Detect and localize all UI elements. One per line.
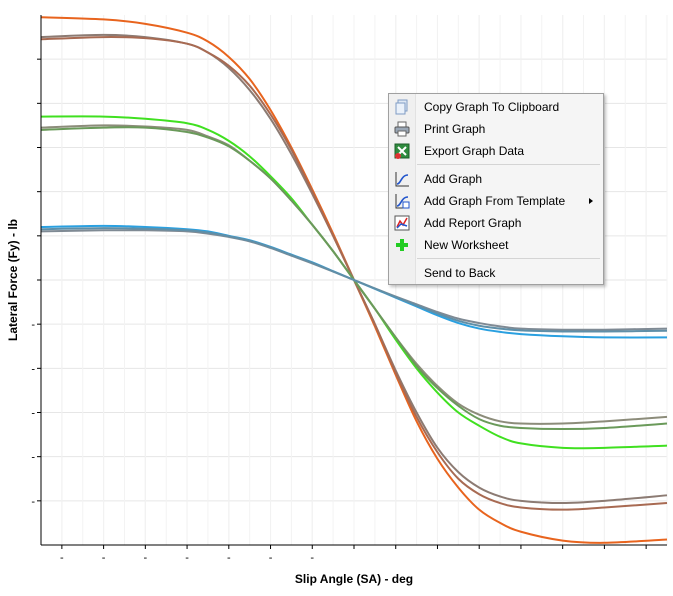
- report-graph-icon: [394, 215, 410, 231]
- y-tick-label: -: [31, 363, 35, 375]
- context-menu: Copy Graph To Clipboard Print Graph Expo…: [388, 93, 604, 285]
- x-axis-title: Slip Angle (SA) - deg: [295, 572, 413, 586]
- menu-item-send-to-back[interactable]: Send to Back: [389, 262, 603, 284]
- menu-item-copy-graph[interactable]: Copy Graph To Clipboard: [389, 96, 603, 118]
- menu-item-label: New Worksheet: [424, 238, 509, 252]
- menu-item-label: Add Graph From Template: [424, 194, 566, 208]
- series-group: [40, 16, 668, 544]
- x-tick-label: -: [185, 552, 189, 564]
- menu-item-label: Send to Back: [424, 266, 496, 280]
- menu-item-label: Print Graph: [424, 122, 486, 136]
- y-tick-label: -: [31, 408, 35, 420]
- y-tick-label: -: [31, 319, 35, 331]
- x-tick-label: -: [143, 552, 147, 564]
- menu-item-print-graph[interactable]: Print Graph: [389, 118, 603, 140]
- menu-item-new-worksheet[interactable]: New Worksheet: [389, 234, 603, 256]
- y-axis-title: Lateral Force (Fy) - lb: [6, 219, 20, 341]
- menu-item-add-graph[interactable]: Add Graph: [389, 168, 603, 190]
- printer-icon: [394, 121, 410, 137]
- menu-item-add-graph-template[interactable]: Add Graph From Template: [389, 190, 603, 212]
- menu-separator: [417, 258, 600, 259]
- x-tick-label: -: [310, 552, 314, 564]
- menu-item-add-report-graph[interactable]: Add Report Graph: [389, 212, 603, 234]
- submenu-arrow-icon: [589, 198, 593, 204]
- graph-icon: [395, 172, 409, 187]
- graph-template-icon: [395, 194, 410, 209]
- x-tick-label: -: [227, 552, 231, 564]
- plus-icon: [396, 239, 408, 251]
- menu-item-label: Copy Graph To Clipboard: [424, 100, 560, 114]
- menu-item-label: Add Report Graph: [424, 216, 522, 230]
- excel-export-icon: [394, 143, 410, 159]
- menu-item-export-data[interactable]: Export Graph Data: [389, 140, 603, 162]
- menu-item-label: Export Graph Data: [424, 144, 525, 158]
- menu-item-label: Add Graph: [424, 172, 483, 186]
- x-tick-label: -: [60, 552, 64, 564]
- series-line-9: [40, 227, 668, 333]
- ticks: - - - - - - - - - - - -: [31, 58, 647, 564]
- x-tick-label: -: [102, 552, 106, 564]
- copy-icon: [395, 99, 408, 115]
- menu-separator: [417, 164, 600, 165]
- y-tick-label: -: [31, 452, 35, 464]
- x-tick-label: -: [269, 552, 273, 564]
- y-tick-label: -: [31, 496, 35, 508]
